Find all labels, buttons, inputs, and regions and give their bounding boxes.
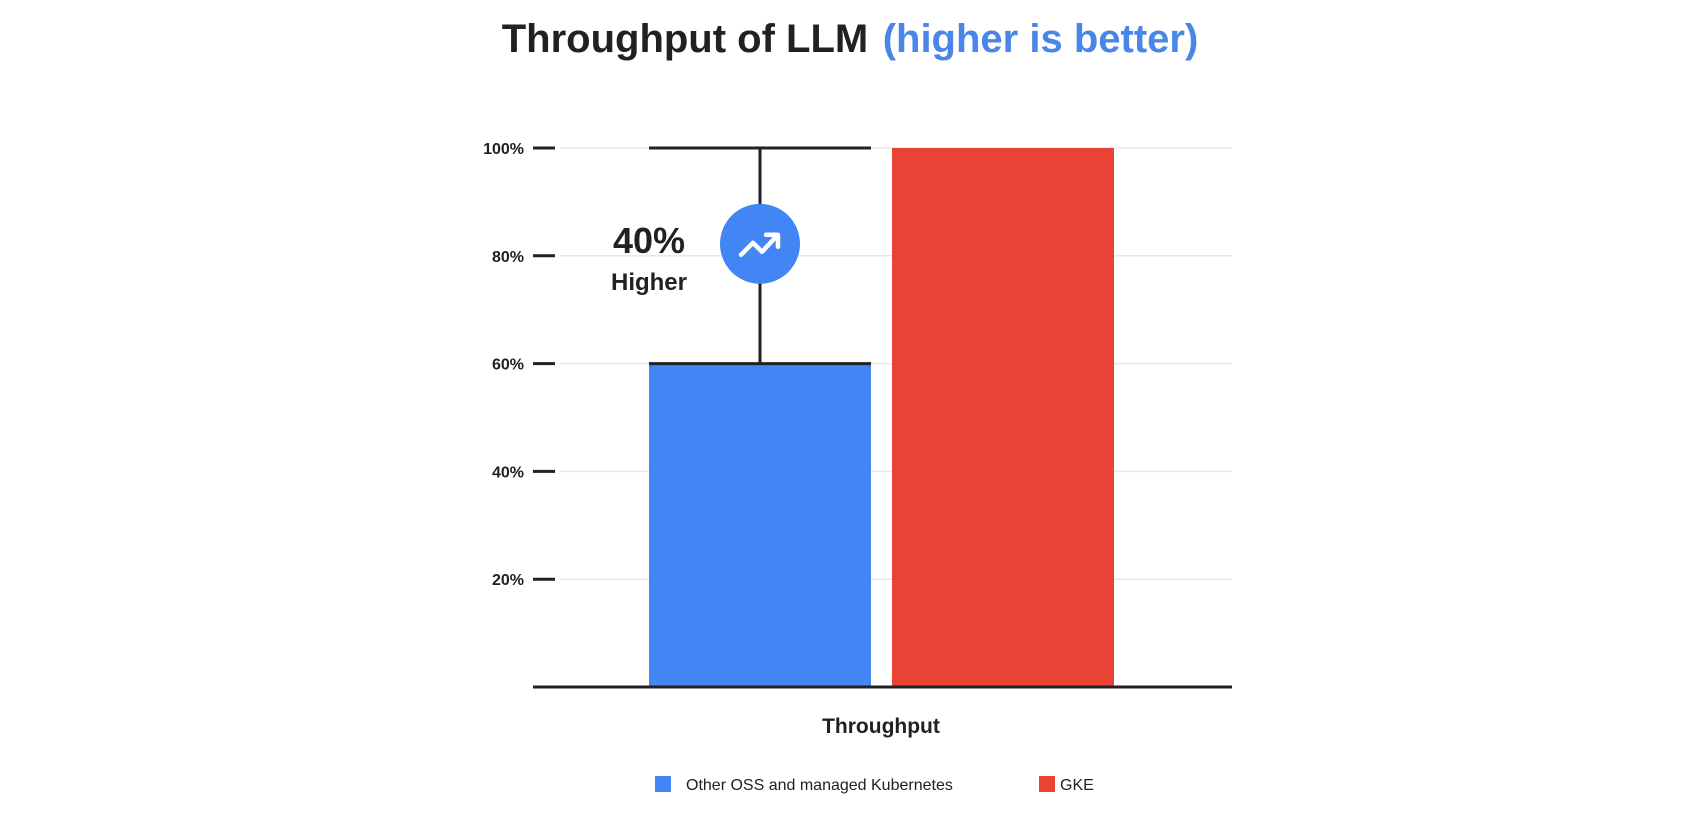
- y-axis: 20% 40% 60% 80% 100%: [483, 141, 555, 589]
- y-tick-label: 80%: [492, 249, 524, 266]
- bars: [649, 148, 1114, 687]
- legend: Other OSS and managed Kubernetes GKE: [655, 776, 1094, 794]
- legend-swatch: [655, 776, 671, 792]
- bar-gke: [892, 148, 1114, 687]
- bar-other-oss-kubernetes: [649, 363, 871, 687]
- annotation-label: Higher: [611, 269, 687, 296]
- legend-item: Other OSS and managed Kubernetes: [655, 776, 953, 794]
- legend-item: GKE: [1039, 776, 1094, 794]
- annotation-value: 40%: [613, 220, 685, 261]
- legend-label: Other OSS and managed Kubernetes: [686, 777, 953, 794]
- chart-title-accent: (higher is better): [883, 17, 1199, 61]
- x-axis-label: Throughput: [822, 715, 940, 738]
- legend-label: GKE: [1060, 777, 1094, 794]
- y-tick-label: 40%: [492, 464, 524, 481]
- legend-swatch: [1039, 776, 1055, 792]
- chart-title: Throughput of LLM (higher is better): [502, 17, 1199, 61]
- y-tick-label: 100%: [483, 141, 524, 158]
- difference-bracket: 40% Higher: [611, 146, 871, 366]
- y-tick-label: 60%: [492, 357, 524, 374]
- trending-up-icon-badge: [720, 203, 800, 284]
- trending-up-icon: [738, 232, 781, 258]
- y-tick-label: 20%: [492, 572, 524, 589]
- chart-title-main: Throughput of LLM: [502, 17, 869, 61]
